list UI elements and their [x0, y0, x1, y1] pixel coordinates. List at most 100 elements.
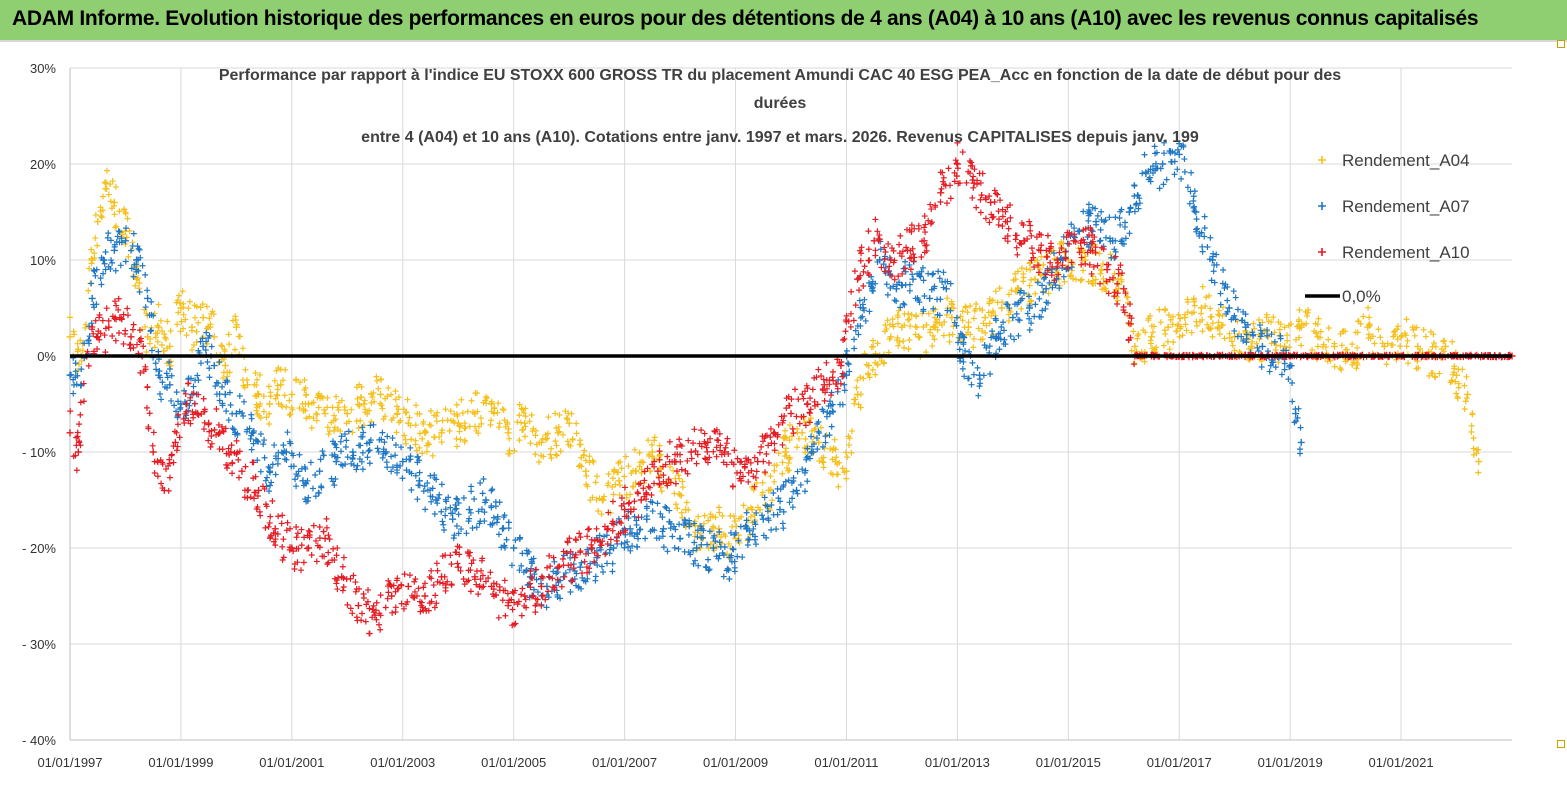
- scatter-mark: [573, 430, 580, 437]
- scatter-mark: [1427, 328, 1434, 335]
- scatter-mark: [136, 288, 143, 295]
- scatter-mark: [1366, 321, 1373, 328]
- scatter-mark: [1017, 287, 1024, 294]
- scatter-mark: [77, 442, 84, 449]
- scatter-mark: [1184, 298, 1191, 305]
- scatter-mark: [190, 414, 197, 421]
- scatter-mark: [1174, 166, 1181, 173]
- scatter-mark: [102, 325, 109, 332]
- scatter-mark: [1063, 265, 1070, 272]
- data-point: [255, 486, 263, 494]
- scatter-mark: [633, 521, 640, 528]
- scatter-mark: [287, 440, 294, 447]
- scatter-mark: [913, 313, 920, 320]
- scatter-mark: [1289, 398, 1296, 405]
- scatter-mark: [512, 537, 519, 544]
- resize-handle-top-right[interactable]: [1557, 40, 1565, 48]
- scatter-mark: [1089, 228, 1096, 235]
- scatter-mark: [248, 411, 255, 418]
- x-tick-label: 01/01/2007: [592, 755, 657, 770]
- scatter-mark: [1174, 146, 1181, 153]
- scatter-mark: [159, 379, 166, 386]
- scatter-mark: [780, 508, 787, 515]
- scatter-mark: [438, 508, 445, 515]
- scatter-mark: [483, 395, 490, 402]
- data-point: [343, 410, 351, 418]
- chart-title-line: entre 4 (A04) et 10 ans (A10). Cotations…: [361, 129, 1199, 146]
- scatter-mark: [371, 398, 378, 405]
- scatter-mark: [1115, 281, 1122, 288]
- scatter-mark: [997, 330, 1004, 337]
- scatter-mark: [122, 210, 129, 217]
- scatter-mark: [205, 437, 212, 444]
- scatter-mark: [667, 464, 674, 471]
- resize-handle-bottom-right[interactable]: [1557, 740, 1565, 748]
- series-layer: [66, 139, 1516, 637]
- scatter-mark: [649, 508, 656, 515]
- scatter-mark: [181, 387, 188, 394]
- scatter-mark: [1257, 327, 1264, 334]
- scatter-mark: [255, 438, 262, 445]
- scatter-mark: [807, 415, 814, 422]
- scatter-mark: [1463, 373, 1470, 380]
- scatter-mark: [852, 302, 859, 309]
- scatter-mark: [290, 548, 297, 555]
- scatter-mark: [657, 510, 664, 517]
- scatter-mark: [459, 409, 466, 416]
- scatter-mark: [747, 459, 754, 466]
- scatter-mark: [857, 374, 864, 381]
- scatter-mark: [300, 559, 307, 566]
- scatter-mark: [988, 211, 995, 218]
- scatter-mark: [595, 508, 602, 515]
- scatter-mark: [458, 526, 465, 533]
- scatter-mark: [651, 434, 658, 441]
- scatter-mark: [412, 575, 419, 582]
- data-point: [915, 333, 923, 341]
- scatter-mark: [1082, 253, 1089, 260]
- scatter-mark: [293, 545, 300, 552]
- scatter-mark: [589, 457, 596, 464]
- scatter-mark: [589, 545, 596, 552]
- scatter-mark: [124, 305, 131, 312]
- scatter-mark: [323, 515, 330, 522]
- scatter-mark: [813, 374, 820, 381]
- scatter-mark: [1288, 321, 1295, 328]
- data-point: [94, 218, 102, 226]
- scatter-mark: [143, 404, 150, 411]
- scatter-mark: [843, 475, 850, 482]
- y-tick-label: 10%: [30, 253, 56, 268]
- scatter-mark: [501, 417, 508, 424]
- data-point: [1192, 208, 1200, 216]
- scatter-mark: [78, 366, 85, 373]
- data-point: [149, 448, 157, 456]
- scatter-mark: [413, 447, 420, 454]
- scatter-mark: [845, 433, 852, 440]
- scatter-mark: [683, 499, 690, 506]
- scatter-mark: [404, 396, 411, 403]
- scatter-mark: [197, 360, 204, 367]
- scatter-mark: [194, 372, 201, 379]
- scatter-mark: [325, 549, 332, 556]
- scatter-mark: [1267, 362, 1274, 369]
- scatter-mark: [691, 539, 698, 546]
- scatter-mark: [1377, 334, 1384, 341]
- scatter-mark: [431, 511, 438, 518]
- scatter-mark: [99, 207, 106, 214]
- scatter-mark: [896, 279, 903, 286]
- scatter-mark: [444, 578, 451, 585]
- scatter-mark: [1042, 271, 1049, 278]
- scatter-mark: [724, 435, 731, 442]
- scatter-mark: [284, 429, 291, 436]
- scatter-mark: [843, 347, 850, 354]
- data-point: [166, 342, 174, 350]
- scatter-mark: [856, 297, 863, 304]
- scatter-mark: [743, 517, 750, 524]
- scatter-mark: [801, 419, 808, 426]
- scatter-mark: [628, 529, 635, 536]
- scatter-mark: [604, 482, 611, 489]
- scatter-mark: [358, 394, 365, 401]
- scatter-mark: [113, 302, 120, 309]
- scatter-mark: [125, 253, 132, 260]
- scatter-mark: [815, 366, 822, 373]
- scatter-mark: [1183, 327, 1190, 334]
